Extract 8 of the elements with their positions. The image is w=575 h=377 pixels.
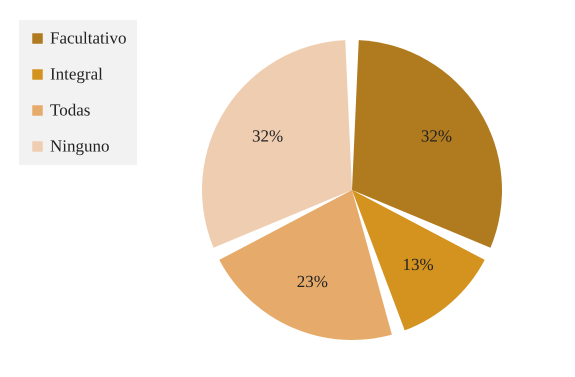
legend-label: Integral [50, 64, 104, 84]
legend-label: Facultativo [50, 28, 126, 48]
data-label: 23% [296, 272, 328, 291]
legend-label: Ninguno [50, 136, 110, 156]
data-label: 32% [252, 126, 284, 146]
data-label: 13% [402, 255, 434, 274]
data-label: 32% [420, 126, 452, 146]
legend-label: Todas [50, 100, 90, 120]
